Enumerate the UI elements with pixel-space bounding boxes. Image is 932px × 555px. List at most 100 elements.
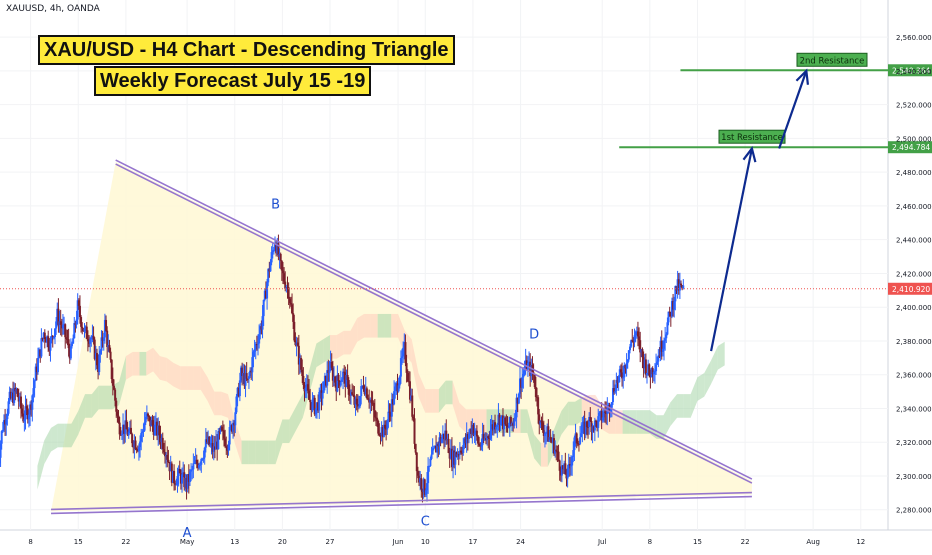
x-tick-label: 12 — [856, 538, 865, 546]
candle-body — [558, 452, 560, 461]
cloud-segment — [85, 394, 92, 418]
last-price-text: 2,410.920 — [892, 285, 930, 294]
candle-body — [37, 358, 39, 372]
x-tick-label: 15 — [693, 538, 702, 546]
x-tick-label: 8 — [648, 538, 652, 546]
cloud-segment — [718, 342, 725, 370]
x-tick-label: 22 — [741, 538, 750, 546]
candle-body — [34, 381, 36, 388]
candle-body — [239, 380, 241, 396]
candle-body — [309, 400, 311, 402]
candle-body — [680, 284, 682, 286]
cloud-segment — [344, 331, 351, 355]
y-tick-label: 2,540.000 — [896, 68, 932, 76]
y-tick-label: 2,440.000 — [896, 237, 932, 245]
cloud-segment — [248, 441, 255, 465]
y-tick-label: 2,460.000 — [896, 203, 932, 211]
candle-body — [340, 382, 342, 386]
cloud-segment — [51, 424, 58, 452]
cloud-segment — [568, 402, 575, 426]
candle-body — [72, 338, 74, 343]
y-tick-label: 2,420.000 — [896, 270, 932, 278]
cloud-segment — [174, 363, 181, 390]
symbol-label: XAUUSD, 4h, OANDA — [6, 4, 100, 14]
candle-body — [415, 444, 417, 453]
candle-body — [645, 359, 647, 374]
candle-body — [411, 396, 413, 417]
cloud-segment — [160, 356, 167, 381]
cloud-segment — [480, 409, 487, 433]
cloud-segment — [316, 339, 323, 367]
y-tick-label: 2,560.000 — [896, 34, 932, 42]
x-tick-label: 24 — [516, 538, 525, 546]
cloud-segment — [146, 348, 153, 376]
cloud-segment — [242, 441, 249, 465]
cloud-segment — [357, 314, 364, 342]
y-tick-label: 2,500.000 — [896, 135, 932, 143]
cloud-segment — [432, 389, 439, 413]
cloud-segment — [187, 366, 194, 390]
candle-body — [246, 373, 248, 379]
cloud-segment — [139, 352, 146, 376]
y-tick-label: 2,360.000 — [896, 372, 932, 380]
point-label-c: C — [421, 515, 430, 530]
x-tick-label: 8 — [28, 538, 32, 546]
price-axis: 2,280.0002,300.0002,320.0002,340.0002,36… — [896, 34, 932, 515]
cloud-segment — [364, 314, 371, 338]
y-tick-label: 2,480.000 — [896, 169, 932, 177]
cloud-segment — [323, 335, 330, 363]
cloud-segment — [541, 443, 548, 467]
y-tick-label: 2,280.000 — [896, 507, 932, 515]
point-label-d: D — [529, 327, 539, 342]
cloud-segment — [391, 314, 398, 338]
cloud-segment — [65, 424, 72, 448]
x-tick-label: 20 — [278, 538, 287, 546]
candle-body — [263, 300, 265, 316]
x-tick-label: May — [180, 538, 194, 546]
cloud-segment — [425, 389, 432, 413]
x-tick-label: 13 — [230, 538, 239, 546]
cloud-segment — [255, 441, 262, 465]
cloud-segment — [684, 394, 691, 418]
x-tick-label: Jul — [597, 538, 607, 546]
chart-subtitle: Weekly Forecast July 15 -19 — [94, 66, 371, 96]
cloud-segment — [221, 392, 228, 418]
cloud-segment — [194, 366, 201, 390]
candle-body — [682, 285, 684, 288]
x-tick-label: 27 — [326, 538, 335, 546]
resistance-price-text: 2,494.784 — [892, 143, 930, 152]
candle-body — [322, 393, 324, 399]
x-tick-label: Aug — [806, 538, 820, 546]
cloud-segment — [58, 424, 65, 448]
x-tick-label: Jun — [392, 538, 404, 546]
cloud-segment — [371, 314, 378, 338]
y-tick-label: 2,320.000 — [896, 439, 932, 447]
candle-body — [192, 463, 194, 469]
candle-body — [110, 352, 112, 360]
candle-body — [148, 416, 150, 417]
cloud-segment — [384, 314, 391, 338]
x-tick-label: 22 — [121, 538, 130, 546]
y-tick-label: 2,520.000 — [896, 102, 932, 110]
candle-body — [1, 431, 3, 444]
cloud-segment — [697, 373, 704, 401]
cloud-segment — [575, 398, 582, 426]
cloud-segment — [446, 381, 453, 405]
candle-body — [579, 437, 581, 444]
chart-title: XAU/USD - H4 Chart - Descending Triangle — [38, 35, 455, 65]
x-tick-label: 15 — [74, 538, 83, 546]
cloud-segment — [133, 352, 140, 376]
candle-body — [71, 344, 73, 347]
cloud-segment — [262, 441, 269, 465]
candle-body — [420, 478, 422, 489]
y-tick-label: 2,380.000 — [896, 338, 932, 346]
point-label-b: B — [271, 197, 280, 212]
candle-body — [338, 375, 340, 381]
cloud-segment — [677, 394, 684, 418]
candle-body — [431, 455, 433, 459]
cloud-segment — [269, 441, 276, 465]
resistance-label: 1st Resistance — [721, 133, 783, 143]
candle-body — [414, 418, 416, 444]
